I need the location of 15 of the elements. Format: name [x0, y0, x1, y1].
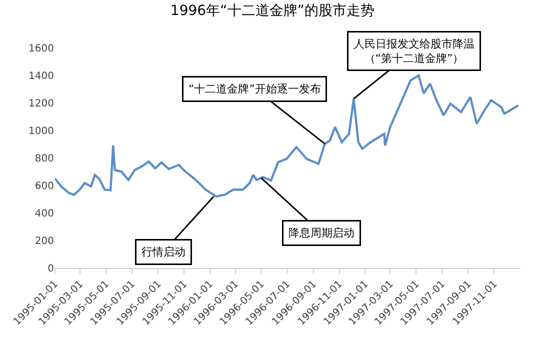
chart-title: 1996年“十二道金牌”的股市走势	[170, 2, 375, 19]
annotation: “十二道金牌”开始逐一发布	[188, 82, 321, 96]
y-tick-label: 600	[34, 181, 54, 192]
y-tick-label: 0	[48, 264, 54, 274]
y-tick-label: 1200	[28, 98, 54, 110]
annotation: 降息周期启动	[288, 226, 354, 240]
y-tick-label: 200	[34, 236, 54, 247]
line-series	[55, 74, 520, 198]
y-tick-label: 1400	[28, 71, 54, 82]
y-tick-label: 1600	[28, 44, 54, 54]
annotation: 人民日报发文给股市降温（“第十二道金牌”）	[354, 38, 474, 65]
annotation: 行情启动	[142, 246, 186, 258]
y-tick-label: 800	[34, 154, 54, 164]
y-tick-label: 400	[34, 208, 54, 220]
y-tick-label: 1000	[28, 126, 54, 137]
